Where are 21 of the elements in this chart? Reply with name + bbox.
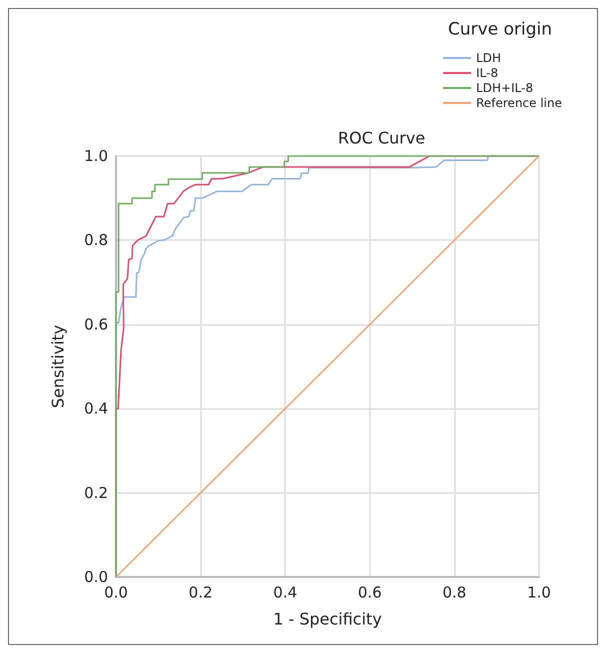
legend-label: Reference line [476,96,562,110]
y-tick-label: 0.0 [84,568,108,586]
x-tick-label: 0.4 [273,584,298,602]
chart-title: ROC Curve [338,128,426,148]
y-tick-label: 0.4 [84,400,108,418]
x-tick-label: 0.6 [358,584,382,602]
y-tick-label: 0.2 [84,484,108,502]
legend-title: Curve origin [448,20,552,40]
x-tick-label: 0.0 [104,584,128,602]
y-tick-label: 0.8 [84,231,108,250]
legend-label: LDH [476,51,502,65]
x-tick-label: 1.0 [527,584,551,602]
legend-label: IL-8 [476,66,498,80]
line-series [115,155,540,578]
legend-label: LDH+IL-8 [476,81,534,95]
x-tick-label: 0.8 [442,584,466,602]
x-tick-label: 0.2 [188,584,213,602]
y-tick-label: 0.6 [84,315,108,334]
y-axis-title: Sensitivity [48,324,68,408]
y-tick-label: 1.0 [84,147,108,165]
x-axis-title: 1 - Specificity [273,610,382,628]
